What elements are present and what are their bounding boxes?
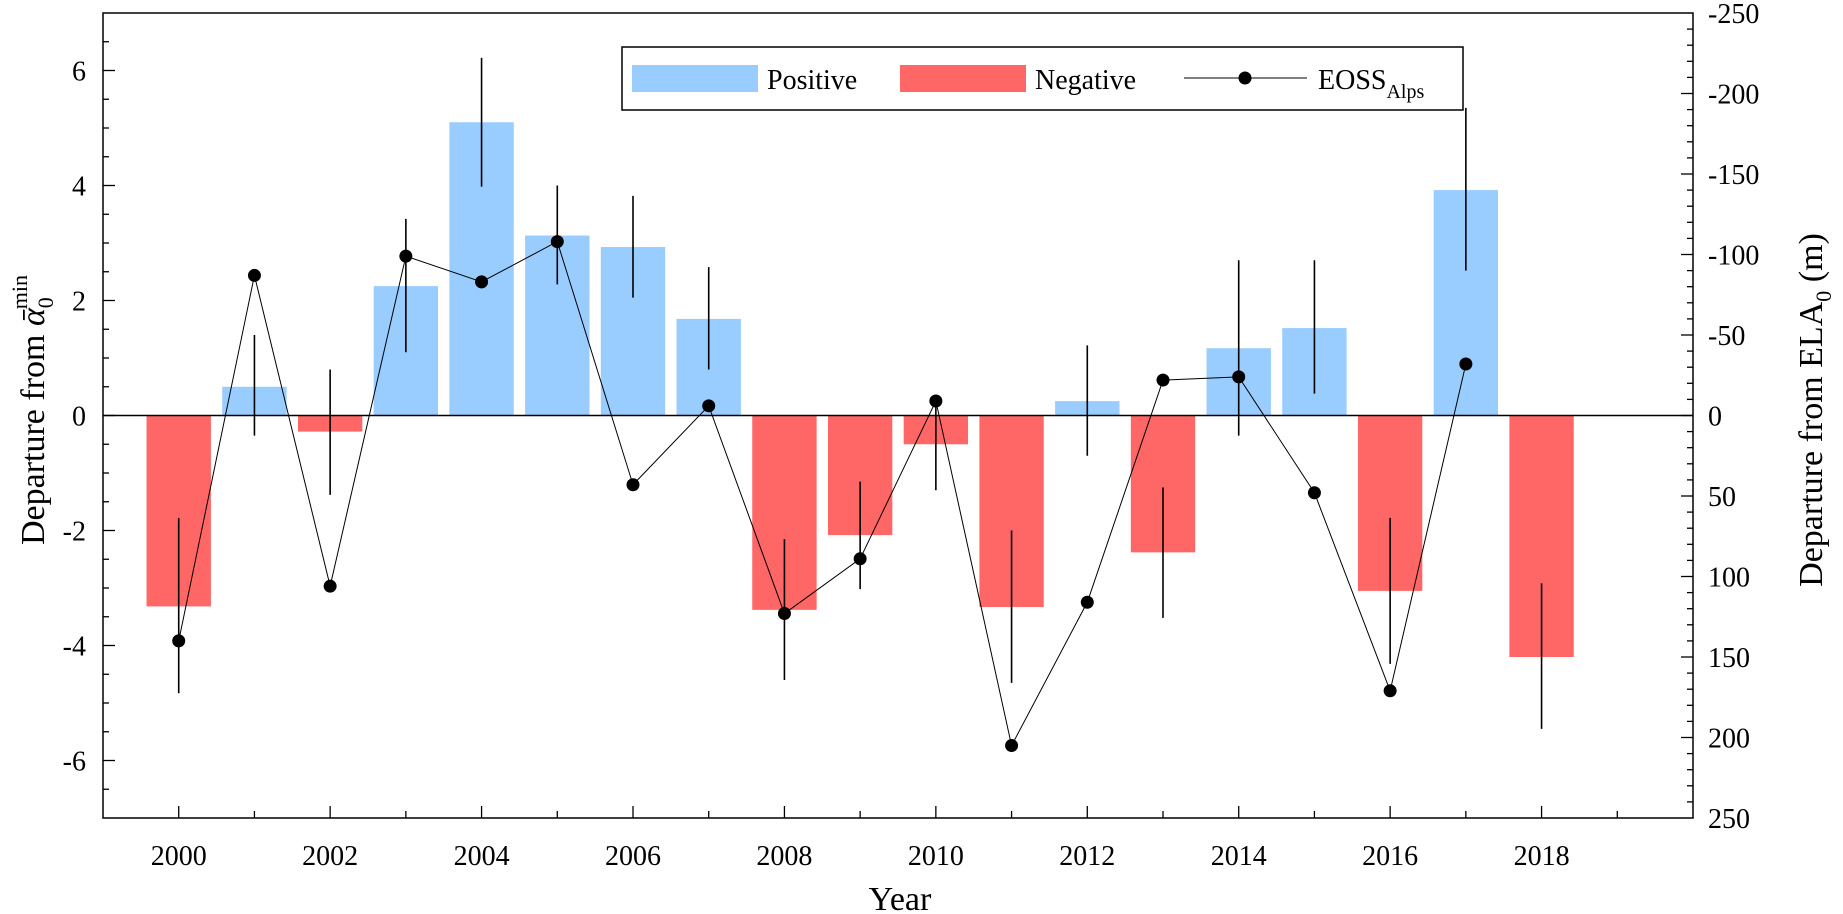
legend: Positive Negative EOSSAlps bbox=[621, 46, 1464, 111]
legend-box bbox=[621, 46, 1464, 111]
left-tick-label-4: 4 bbox=[72, 172, 86, 203]
left-tick-label--2: -2 bbox=[63, 517, 86, 548]
eoss-point-2001 bbox=[247, 268, 261, 282]
x-tick-label-2008: 2008 bbox=[756, 841, 812, 872]
left-axis-title-text: Departure from bbox=[15, 326, 52, 545]
right-axis-title-unit: (m) bbox=[1793, 233, 1830, 291]
right-tick-label-100: 100 bbox=[1708, 563, 1750, 594]
tick-labels-layer: 2000 2002 2004 2006 2008 2010 2012 2014 2016 2018… bbox=[63, 0, 1760, 872]
eoss-point-2016 bbox=[1383, 684, 1397, 698]
eoss-line bbox=[178, 240, 1467, 747]
legend-eoss-marker bbox=[1238, 71, 1252, 85]
x-tick-label-2000: 2000 bbox=[151, 841, 207, 872]
errorbars-layer bbox=[177, 57, 1543, 729]
x-tick-label-2010: 2010 bbox=[908, 841, 964, 872]
right-tick-label--100: -100 bbox=[1708, 241, 1759, 272]
x-tick-label-2004: 2004 bbox=[454, 841, 510, 872]
bars-layer bbox=[146, 122, 1574, 657]
right-tick-label--200: -200 bbox=[1708, 80, 1759, 111]
eoss-point-2017 bbox=[1459, 357, 1473, 371]
legend-negative-label: Negative bbox=[1035, 65, 1136, 96]
left-axis-title-group: Departure from ᾱ0min bbox=[7, 275, 58, 545]
legend-negative-swatch bbox=[900, 65, 1026, 92]
left-axis-title: Departure from ᾱ0min bbox=[7, 275, 58, 545]
right-tick-label-0: 0 bbox=[1708, 402, 1722, 433]
right-tick-label--250: -250 bbox=[1708, 0, 1759, 30]
right-tick-label-250: 250 bbox=[1708, 804, 1750, 835]
eoss-point-2015 bbox=[1307, 486, 1321, 500]
eoss-point-2006 bbox=[626, 478, 640, 492]
right-axis-title-group: Departure from ELA0 (m) bbox=[1793, 233, 1836, 587]
eoss-point-2013 bbox=[1156, 373, 1170, 387]
x-tick-label-2018: 2018 bbox=[1514, 841, 1570, 872]
x-tick-label-2012: 2012 bbox=[1059, 841, 1115, 872]
right-axis-title-sub: 0 bbox=[1811, 291, 1836, 302]
left-axis-title-sub: 0 bbox=[33, 297, 58, 308]
eoss-point-2014 bbox=[1232, 370, 1246, 384]
left-axis-title-sup: min bbox=[7, 275, 32, 309]
legend-eoss-name: EOSS bbox=[1318, 65, 1386, 96]
eoss-point-2002 bbox=[323, 579, 337, 593]
legend-eoss-sub: Alps bbox=[1386, 81, 1424, 103]
legend-positive-swatch bbox=[632, 65, 758, 92]
left-tick-label-0: 0 bbox=[72, 402, 86, 433]
right-tick-label-200: 200 bbox=[1708, 724, 1750, 755]
right-tick-label-150: 150 bbox=[1708, 643, 1750, 674]
x-tick-label-2014: 2014 bbox=[1211, 841, 1267, 872]
axes-layer bbox=[102, 12, 1694, 819]
left-axis-title-symbol: ᾱ bbox=[15, 307, 52, 326]
eoss-line-layer bbox=[172, 235, 1473, 753]
right-axis-title: Departure from ELA0 (m) bbox=[1793, 233, 1836, 587]
right-axis-title-text: Departure from ELA bbox=[1793, 301, 1830, 587]
left-tick-label-2: 2 bbox=[72, 287, 86, 318]
x-tick-label-2016: 2016 bbox=[1362, 841, 1418, 872]
right-tick-label--150: -150 bbox=[1708, 160, 1759, 191]
right-tick-label--50: -50 bbox=[1708, 321, 1745, 352]
x-tick-label-2002: 2002 bbox=[302, 841, 358, 872]
eoss-point-2007 bbox=[702, 399, 716, 413]
x-tick-label-2006: 2006 bbox=[605, 841, 661, 872]
eoss-point-2008 bbox=[777, 607, 791, 621]
legend-eoss-label: EOSSAlps bbox=[1318, 65, 1424, 103]
eoss-point-2009 bbox=[853, 552, 867, 566]
left-tick-label--6: -6 bbox=[63, 747, 86, 778]
eoss-point-2003 bbox=[399, 249, 413, 263]
legend-positive-label: Positive bbox=[767, 65, 857, 96]
left-tick-label-6: 6 bbox=[72, 57, 86, 88]
eoss-point-2004 bbox=[475, 275, 489, 289]
eoss-point-2010 bbox=[929, 394, 943, 408]
eoss-point-2000 bbox=[172, 634, 186, 648]
eoss-point-2011 bbox=[1005, 739, 1019, 753]
eoss-point-2005 bbox=[550, 235, 564, 249]
x-axis-title: Year bbox=[869, 881, 932, 914]
right-tick-label-50: 50 bbox=[1708, 482, 1736, 513]
eoss-point-2012 bbox=[1080, 595, 1094, 609]
left-tick-label--4: -4 bbox=[63, 632, 86, 663]
